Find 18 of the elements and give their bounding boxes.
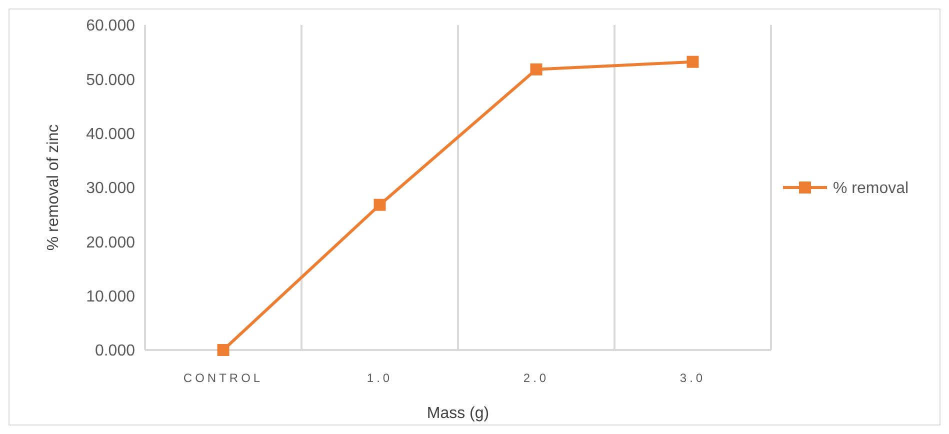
x-tick-label: 2.0 xyxy=(523,371,550,385)
x-tick-label: 1.0 xyxy=(366,371,393,385)
x-tick-label: 3.0 xyxy=(680,371,706,385)
x-axis-title: Mass (g) xyxy=(426,405,490,422)
y-tick-label: 40.000 xyxy=(86,126,136,143)
y-tick-label: 10.000 xyxy=(86,288,136,306)
legend-label: % removal xyxy=(833,180,909,198)
point xyxy=(374,198,386,211)
y-tick-label: 50.000 xyxy=(86,72,136,89)
y-tick-label: 0.000 xyxy=(94,342,136,360)
point xyxy=(217,344,230,356)
y-tick-label: 20.000 xyxy=(86,234,136,252)
point xyxy=(530,63,542,76)
x-tick-label: CONTROL xyxy=(183,371,264,385)
y-tick-label: 30.000 xyxy=(86,180,136,198)
point xyxy=(686,56,699,68)
y-tick-label: 60.000 xyxy=(86,18,136,35)
y-axis-title: % removal of zinc xyxy=(45,124,62,251)
